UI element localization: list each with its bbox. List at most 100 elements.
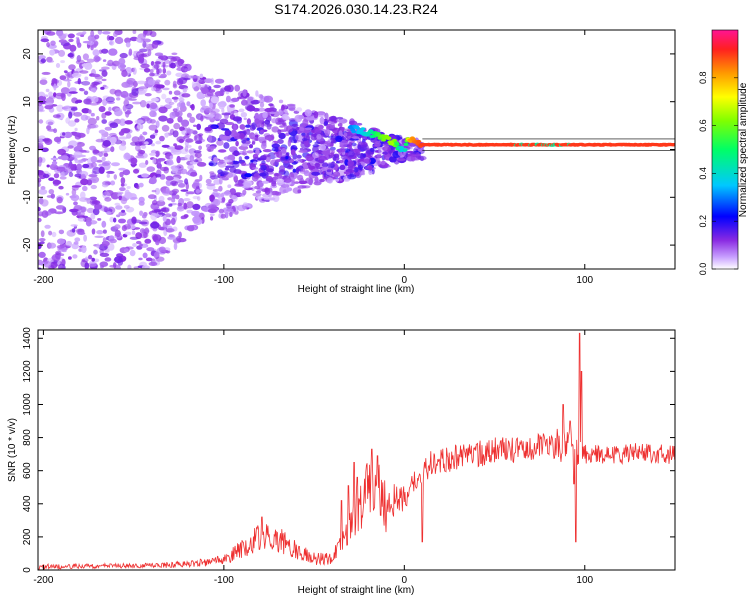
spectrogram-blob (286, 125, 294, 133)
spectrogram-blob (161, 93, 167, 100)
spectrogram-blob (86, 58, 95, 63)
spectrogram-blob (104, 197, 112, 202)
snr-x-label: Height of straight line (km) (298, 585, 415, 596)
spectrogram-blob (263, 197, 270, 201)
spectrogram-blob (229, 167, 237, 173)
spectrogram-blob (100, 150, 108, 154)
spectrogram-blob (326, 169, 332, 173)
spectrogram-blob (108, 106, 112, 112)
spectrogram-blob (55, 205, 65, 210)
snr-y-label: SNR (10 * v/v) (7, 418, 18, 482)
spectrogram-blob (326, 177, 334, 184)
y-tick-label: 200 (22, 528, 33, 545)
spectrogram-blob (80, 34, 85, 37)
spectrogram-blob (149, 102, 158, 110)
spectrogram-blob (55, 63, 61, 68)
spectrogram-blob (47, 121, 54, 126)
spectrogram-blob (152, 158, 157, 165)
spectrogram-blob (253, 174, 261, 179)
spectrogram-blob (241, 99, 248, 106)
spectrogram-blob (54, 211, 64, 215)
spectrogram-blob (141, 265, 150, 269)
spectrogram-blob (218, 104, 225, 110)
spectrogram-blob (114, 224, 121, 230)
spectrogram-blob (84, 197, 92, 201)
spectrogram-blob (101, 183, 109, 188)
spectrogram-blob (42, 173, 50, 179)
spectrogram-blob (210, 96, 220, 104)
spectrogram-blob (124, 37, 131, 44)
spectrogram-blob (138, 257, 143, 261)
y-tick-label: 1000 (22, 393, 33, 416)
spectrogram-blob (84, 76, 89, 81)
spectrogram-blob (180, 102, 186, 109)
spectrogram-blob (356, 122, 363, 126)
spectrogram-blob (212, 198, 219, 205)
spectrogram-blob (87, 117, 97, 125)
spectrogram-blob (292, 126, 300, 131)
spectrogram-blob (91, 228, 96, 235)
spectrogram-blob (193, 124, 197, 128)
spectrogram-blob (44, 224, 51, 229)
spectrogram-blob (59, 75, 67, 81)
colorbar-tick-label: 0.8 (698, 72, 708, 85)
spectrogram-blob (149, 152, 157, 156)
spectrogram-blob (339, 139, 348, 148)
spectrogram-blob (98, 166, 105, 174)
spectrogram-blob (102, 237, 107, 243)
spectrogram-blob (178, 138, 184, 144)
spectrogram-blob (51, 253, 61, 262)
spectrogram-blob (146, 247, 155, 252)
spectrogram-blob (239, 124, 246, 130)
spectrogram-blob (152, 200, 158, 206)
spectrogram-blob (38, 188, 48, 195)
spectrogram-blob (68, 172, 74, 178)
spectrogram-blob (172, 80, 177, 88)
spectrogram-blob (46, 31, 56, 36)
spectrogram-blob (127, 264, 132, 269)
spectrogram-blob (357, 144, 362, 150)
spectrogram-blob (368, 168, 373, 175)
spectrogram-blob (351, 142, 357, 147)
spectrogram-blob (138, 221, 148, 225)
spectrogram-blob (106, 170, 115, 174)
spectrogram-blob (226, 84, 234, 93)
spectrogram-blob (58, 39, 67, 43)
spectrogram-blob (128, 48, 133, 56)
spectrogram-blob (218, 177, 223, 185)
spectrogram-blob (249, 144, 253, 149)
spectrogram-blob (162, 67, 167, 74)
spectrogram-blob (155, 88, 162, 94)
y-tick-label: 0 (22, 567, 33, 573)
spectrogram-blob (286, 103, 296, 107)
spectrogram-blob (125, 103, 134, 110)
spectrogram-blob (40, 38, 50, 43)
spectrogram-blob (314, 176, 319, 184)
spectrogram-blob (48, 230, 53, 236)
spectrogram-blob (177, 202, 182, 207)
spectrogram-blob (224, 121, 235, 126)
spectrogram-blob (263, 95, 273, 103)
spectrogram-blob (228, 172, 237, 178)
spectrogram-blob (227, 184, 232, 188)
spectrogram-blob (51, 78, 58, 86)
spectrogram-blob (145, 257, 153, 262)
spectrogram-blob (132, 30, 137, 34)
spectrogram-blob (66, 72, 70, 80)
spectrogram-blob (186, 201, 194, 209)
spectrogram-blob (377, 160, 382, 166)
spectrogram-blob (152, 234, 162, 242)
spectrogram-blob (221, 112, 231, 116)
spectrogram-blob (234, 183, 244, 187)
spectrogram-blob (281, 148, 287, 154)
spectrogram-blob (410, 151, 420, 155)
y-tick-label: 0 (22, 146, 33, 152)
spectrogram-blob (68, 256, 72, 260)
y-tick-label: 600 (22, 462, 33, 479)
spectrogram-blob (84, 256, 89, 262)
spectrogram-blob (73, 112, 83, 117)
spectrogram-blob (131, 230, 136, 235)
colorbar-ticks: 0.0 0.2 0.4 0.6 0.8 (698, 72, 738, 275)
spectrogram-x-label: Height of straight line (km) (298, 284, 415, 295)
spectrogram-blob (142, 41, 147, 48)
